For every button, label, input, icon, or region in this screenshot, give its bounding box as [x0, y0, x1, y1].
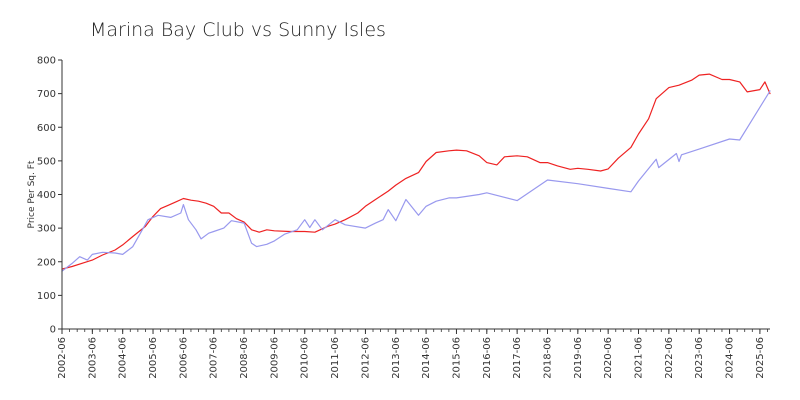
y-axis-label: Price Per Sq. Ft — [27, 160, 37, 228]
y-tick-label: 100 — [37, 291, 56, 302]
x-tick-label: 2012-06 — [360, 337, 371, 379]
x-tick-label: 2005-06 — [148, 337, 159, 379]
series-layer — [61, 73, 771, 272]
x-tick-label: 2021-06 — [634, 337, 645, 379]
x-tick-label: 2020-06 — [603, 337, 614, 379]
y-tick-label: 0 — [50, 325, 56, 336]
y-tick-label: 300 — [37, 224, 56, 235]
x-tick-label: 2009-06 — [269, 337, 280, 379]
series-line-2 — [61, 90, 771, 272]
x-tick-label: 2022-06 — [664, 337, 675, 379]
x-tick-label: 2004-06 — [118, 337, 129, 379]
x-tick-label: 2023-06 — [694, 337, 705, 379]
x-tick-label: 2010-06 — [300, 337, 311, 379]
x-tick-label: 2008-06 — [239, 337, 250, 379]
x-tick-label: 2019-06 — [573, 337, 584, 379]
x-tick-label: 2007-06 — [209, 337, 220, 379]
y-tick-label: 700 — [37, 89, 56, 100]
x-tick-label: 2006-06 — [178, 337, 189, 379]
x-tick-label: 2016-06 — [482, 337, 493, 379]
x-tick-label: 2025-06 — [755, 337, 766, 379]
x-tick-label: 2024-06 — [725, 337, 736, 379]
series-line-1 — [61, 73, 771, 270]
x-tick-label: 2002-06 — [57, 337, 68, 379]
y-tick-label: 400 — [37, 190, 56, 201]
x-tick-label: 2014-06 — [421, 337, 432, 379]
x-tick-label: 2018-06 — [542, 337, 553, 379]
x-tick-label: 2017-06 — [512, 337, 523, 379]
y-tick-label: 600 — [37, 123, 56, 134]
y-tick-label: 500 — [37, 156, 56, 167]
chart-title: Marina Bay Club vs Sunny Isles — [90, 19, 386, 41]
x-tick-label: 2003-06 — [87, 337, 98, 379]
y-tick-label: 200 — [37, 257, 56, 268]
y-tick-label: 800 — [37, 56, 56, 67]
x-tick-label: 2015-06 — [451, 337, 462, 379]
axes-layer: 0 100 200 300 400 500 600 700 800 2002-06 2003-06 2… — [37, 56, 770, 379]
x-tick-label: 2013-06 — [391, 337, 402, 379]
x-tick-label: 2011-06 — [330, 337, 341, 379]
